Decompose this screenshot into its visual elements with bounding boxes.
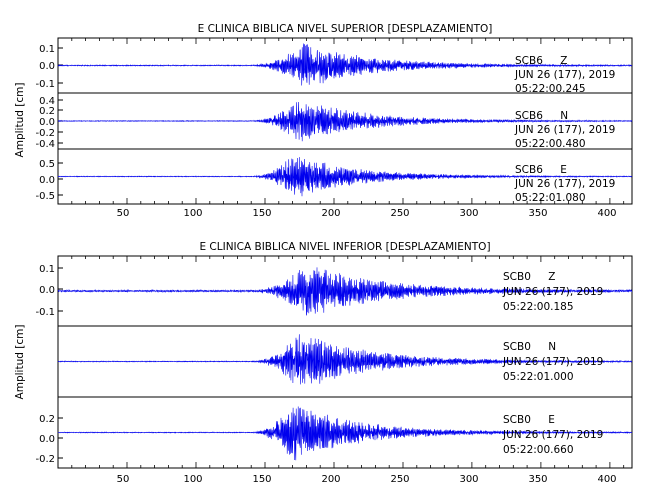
component-code: E <box>548 414 555 426</box>
y-ticks: 0.2 0.0 -0.2 <box>35 414 63 465</box>
x-tick-label: 100 <box>183 208 202 219</box>
waveform <box>57 267 633 316</box>
x-tick-label: 300 <box>459 474 478 485</box>
component-code: Z <box>548 271 555 283</box>
y-tick-label: 0.0 <box>39 285 55 296</box>
waveform <box>57 406 633 461</box>
y-tick-label: 0.0 <box>39 434 55 445</box>
station-component: SCB0 Z <box>503 271 555 283</box>
trace-scb0-n: SCB0 N JUN 26 (177), 2019 05:22:01.000 <box>57 334 633 385</box>
y-ticks: 0.5 0.0 -0.5 <box>35 159 63 202</box>
trace-scb6-n: 0.4 0.2 0.0 -0.2 -0.4 SCB6 N JUN 26 (177… <box>35 96 633 150</box>
record-time: 05:22:00.185 <box>503 301 574 313</box>
record-date: JUN 26 (177), 2019 <box>514 124 615 136</box>
y-tick-label: 0.2 <box>39 414 55 425</box>
y-ticks: 0.1 0.0 -0.1 <box>35 264 63 318</box>
y-tick-label: 0.0 <box>39 175 55 186</box>
record-date: JUN 26 (177), 2019 <box>514 69 615 81</box>
record-time: 05:22:00.480 <box>515 138 586 150</box>
group-superior: E CLINICA BIBLICA NIVEL SUPERIOR [DESPLA… <box>14 23 633 219</box>
station-component: SCB0 E <box>503 414 555 426</box>
component-code: N <box>560 110 568 122</box>
x-tick-label: 50 <box>117 474 130 485</box>
waveform <box>57 157 633 197</box>
x-tick-label: 200 <box>321 474 340 485</box>
station-component: SCB0 N <box>503 341 556 353</box>
station-code: SCB6 <box>515 164 543 176</box>
waveform <box>57 334 633 385</box>
record-date: JUN 26 (177), 2019 <box>514 178 615 190</box>
x-tick-label: 350 <box>528 474 547 485</box>
title-inferior: E CLINICA BIBLICA NIVEL INFERIOR [DESPLA… <box>199 241 490 253</box>
trace-scb6-e: 0.5 0.0 -0.5 SCB6 E JUN 26 (177), 2019 0… <box>35 157 633 204</box>
record-date: JUN 26 (177), 2019 <box>502 286 603 298</box>
x-tick-label: 50 <box>117 208 130 219</box>
x-tick-label: 150 <box>252 474 271 485</box>
x-axis-superior: 50 100 150 200 250 300 350 400 <box>71 38 625 219</box>
y-tick-label: -0.2 <box>35 454 55 465</box>
y-tick-label: 0.4 <box>39 96 55 107</box>
station-code: SCB0 <box>503 414 531 426</box>
x-tick-label: 250 <box>390 208 409 219</box>
x-tick-label: 400 <box>597 474 616 485</box>
y-tick-label: 0.1 <box>39 264 55 275</box>
station-component: SCB6 Z <box>515 55 567 67</box>
y-tick-label: -0.4 <box>35 139 55 150</box>
x-tick-label: 350 <box>528 208 547 219</box>
component-code: N <box>548 341 556 353</box>
y-tick-label: 0.5 <box>39 159 55 170</box>
record-date: JUN 26 (177), 2019 <box>502 429 603 441</box>
station-component: SCB6 E <box>515 164 567 176</box>
station-code: SCB0 <box>503 341 531 353</box>
group-inferior: E CLINICA BIBLICA NIVEL INFERIOR [DESPLA… <box>14 241 633 485</box>
waveform <box>57 43 632 86</box>
component-code: E <box>560 164 567 176</box>
y-tick-label: 0.0 <box>39 117 55 128</box>
station-component: SCB6 N <box>515 110 568 122</box>
record-date: JUN 26 (177), 2019 <box>502 356 603 368</box>
x-tick-label: 150 <box>252 208 271 219</box>
component-code: Z <box>560 55 567 67</box>
ylabel-superior: Amplitud [cm] <box>14 83 26 158</box>
y-tick-label: -0.5 <box>35 191 55 202</box>
record-time: 05:22:01.000 <box>503 371 574 383</box>
title-superior: E CLINICA BIBLICA NIVEL SUPERIOR [DESPLA… <box>198 23 493 35</box>
y-tick-label: -0.2 <box>35 128 55 139</box>
station-code: SCB6 <box>515 110 543 122</box>
x-tick-label: 200 <box>321 208 340 219</box>
station-code: SCB6 <box>515 55 543 67</box>
y-tick-label: 0.2 <box>39 106 55 117</box>
record-time: 05:22:01.080 <box>515 192 586 204</box>
x-axis-inferior: 50 100 150 200 250 300 350 400 <box>71 256 625 485</box>
record-time: 05:22:00.245 <box>515 83 586 95</box>
station-code: SCB0 <box>503 271 531 283</box>
x-tick-label: 100 <box>183 474 202 485</box>
y-ticks: 0.1 0.0 -0.1 <box>35 44 63 90</box>
ylabel-inferior: Amplitud [cm] <box>14 325 26 400</box>
x-tick-label: 400 <box>597 208 616 219</box>
trace-scb0-e: 0.2 0.0 -0.2 SCB0 E JUN 26 (177), 2019 0… <box>35 406 633 465</box>
y-tick-label: 0.0 <box>39 61 55 72</box>
plot-frame-inferior <box>57 255 633 469</box>
y-ticks: 0.4 0.2 0.0 -0.2 -0.4 <box>35 96 63 150</box>
trace-scb6-z: 0.1 0.0 -0.1 SCB6 Z JUN 26 (177), 2019 0… <box>35 43 632 95</box>
x-tick-label: 300 <box>459 208 478 219</box>
x-tick-label: 250 <box>390 474 409 485</box>
y-tick-label: 0.1 <box>39 44 55 55</box>
waveform <box>57 101 633 142</box>
y-tick-label: -0.1 <box>35 307 55 318</box>
y-tick-label: -0.1 <box>35 79 55 90</box>
trace-scb0-z: 0.1 0.0 -0.1 SCB0 Z JUN 26 (177), 2019 0… <box>35 264 633 318</box>
record-time: 05:22:00.660 <box>503 444 574 456</box>
